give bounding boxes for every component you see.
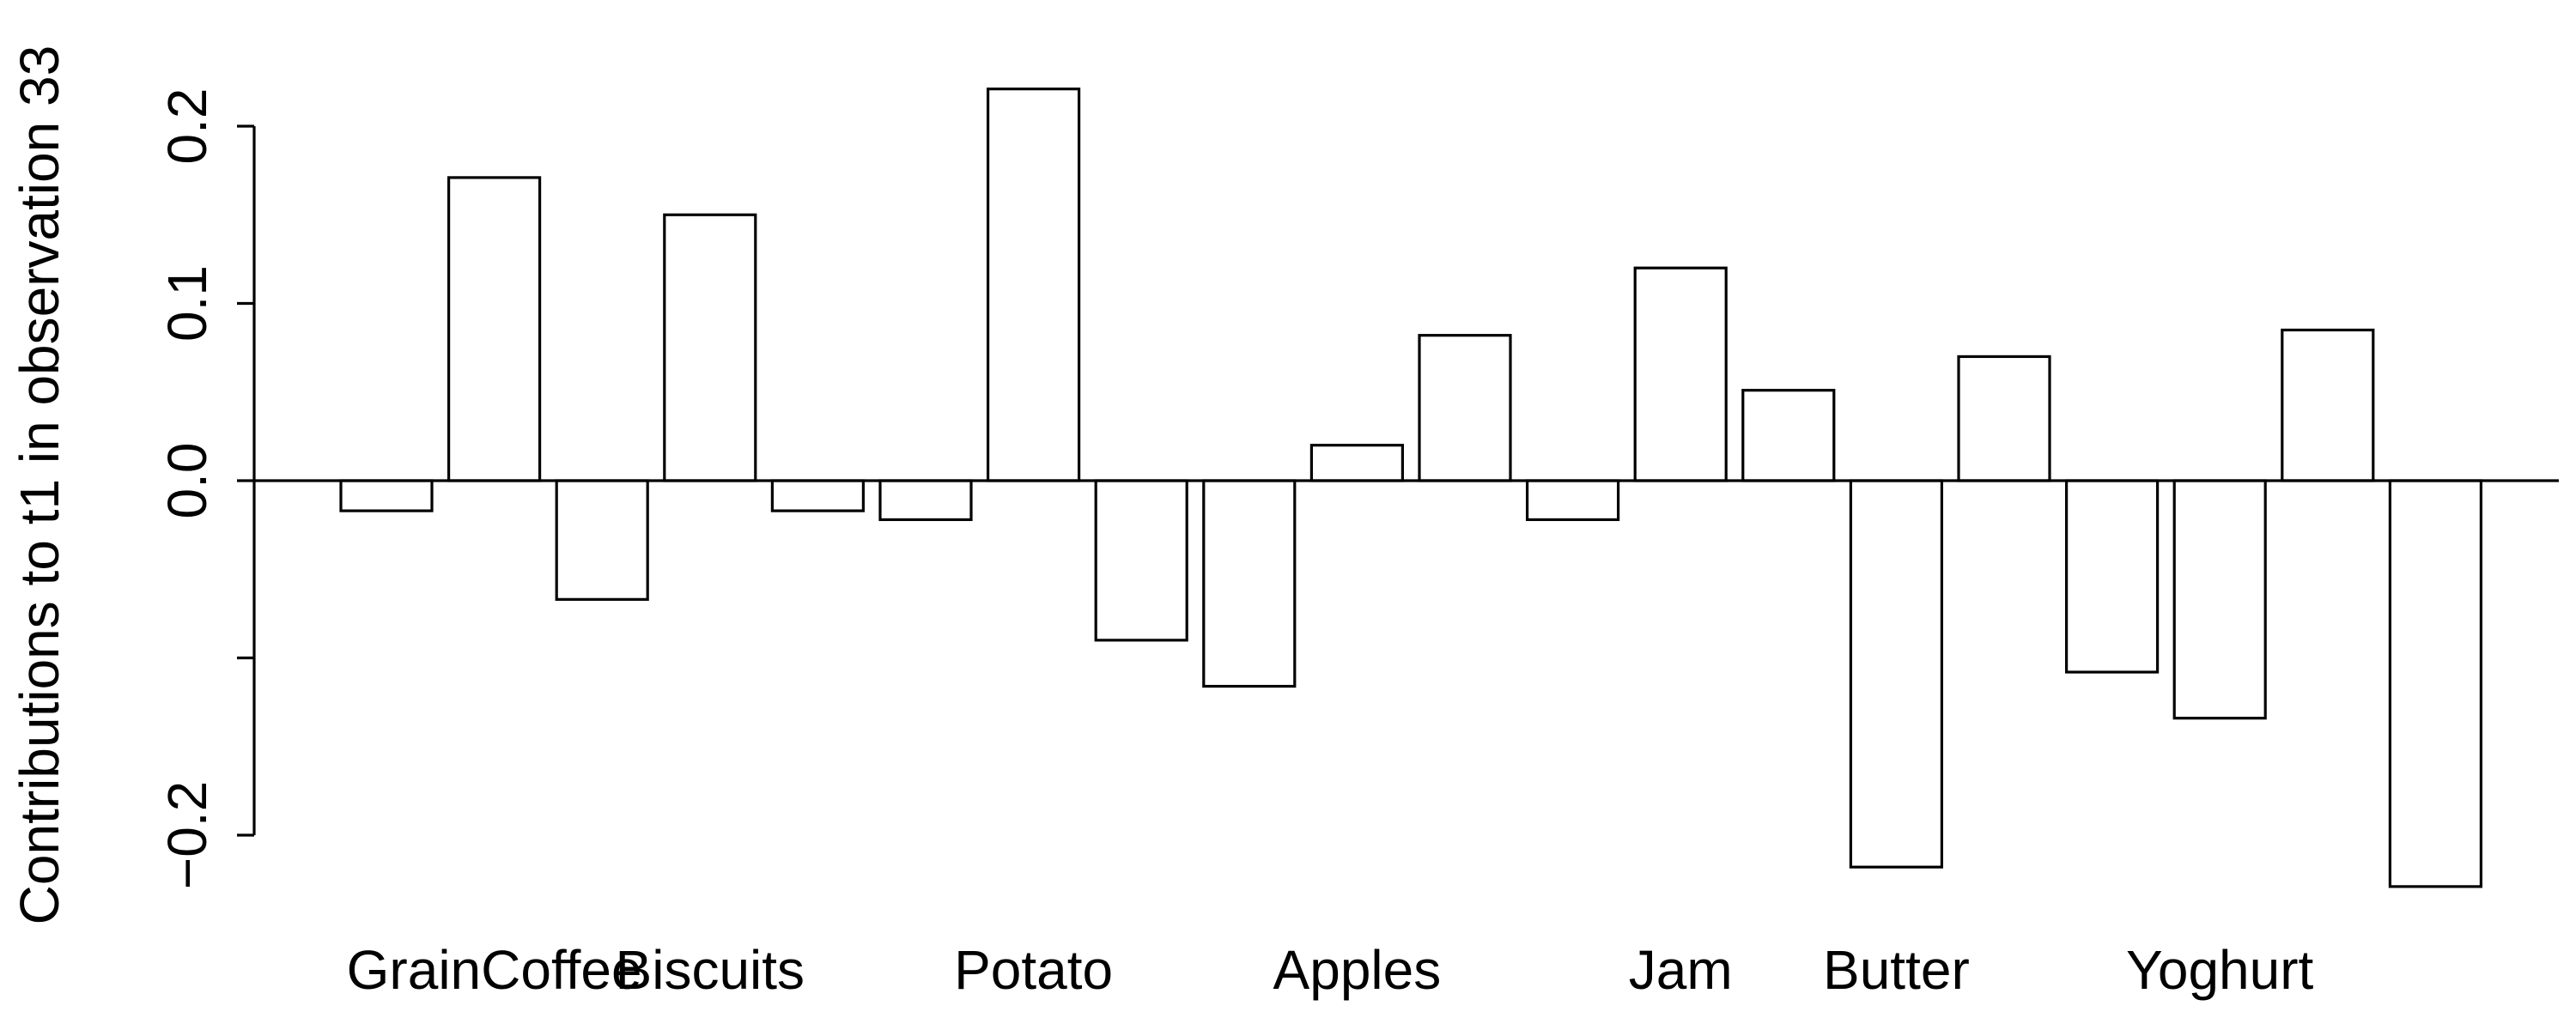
- y-tick-label: 0.0: [156, 443, 218, 519]
- y-axis: 0.2 0.1 0.0 −0.2: [156, 88, 256, 889]
- bar: [1849, 479, 1943, 869]
- bar: [2172, 479, 2267, 720]
- bar: [663, 213, 757, 482]
- y-axis-label: Contributions to t1 in observation 33: [9, 45, 70, 925]
- x-tick-label: Apples: [1273, 939, 1442, 1001]
- bar: [878, 479, 973, 522]
- x-tick-label: Potato: [954, 939, 1113, 1001]
- bar: [2388, 479, 2482, 888]
- x-tick-label: Butter: [1823, 939, 1970, 1001]
- bar: [1741, 389, 1836, 482]
- bar: [2281, 328, 2375, 482]
- bar: [1525, 479, 1620, 522]
- bar: [2065, 479, 2160, 674]
- bar: [770, 479, 866, 512]
- y-tick-label: 0.1: [156, 265, 218, 342]
- bar: [555, 479, 649, 601]
- bar: [1309, 444, 1405, 482]
- bar: [447, 176, 542, 482]
- y-tick-label: 0.2: [156, 88, 218, 165]
- y-tick-label: −0.2: [156, 781, 218, 889]
- bar: [986, 88, 1081, 482]
- bar: [1202, 479, 1297, 688]
- bar: [1418, 334, 1512, 482]
- x-tick-label: Yoghurt: [2126, 939, 2314, 1001]
- x-tick-label: GrainCoffee: [347, 939, 642, 1001]
- x-tick-label: Biscuits: [616, 939, 805, 1001]
- bar: [1094, 479, 1188, 642]
- bar: [339, 479, 434, 512]
- x-tick-label: Jam: [1629, 939, 1733, 1001]
- bars: [339, 88, 2482, 888]
- bar: [1633, 266, 1728, 482]
- bar: [1957, 354, 2051, 482]
